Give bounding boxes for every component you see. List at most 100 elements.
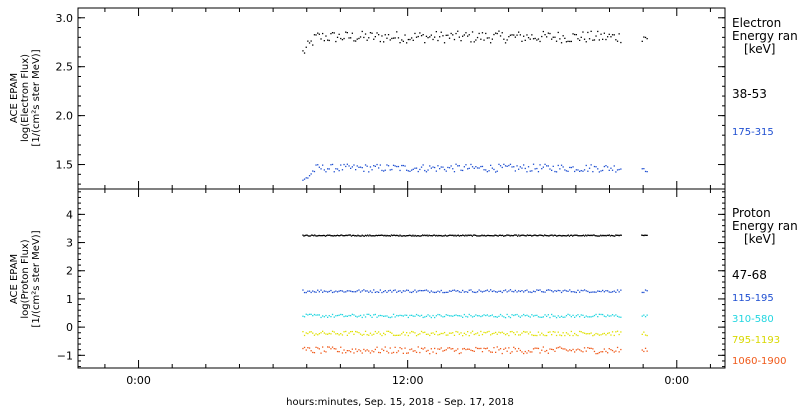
proton-series-3-point: [457, 315, 459, 317]
proton-series-2-point: [430, 290, 432, 292]
proton-series-5-point: [478, 347, 480, 350]
proton-series-5-point: [643, 350, 645, 353]
proton-series-1-point: [468, 234, 470, 237]
electron-series-2-point: [371, 169, 373, 171]
proton-series-4-point: [531, 334, 533, 336]
electron-series-2-point: [593, 165, 596, 168]
proton-series-5-point: [605, 350, 607, 353]
proton-series-2-point: [531, 291, 533, 294]
proton-series-5-point: [549, 348, 551, 350]
proton-series-2-point: [391, 291, 393, 293]
proton-series-1-point: [395, 235, 397, 237]
electron-series-1-point: [579, 39, 581, 41]
proton-series-5-point: [569, 349, 571, 351]
proton-series-3-point: [481, 315, 484, 317]
electron-series-1-point: [602, 38, 604, 40]
electron-series-2-point: [499, 165, 502, 167]
proton-series-4-point: [527, 333, 530, 335]
proton-series-3-point: [536, 314, 538, 316]
electron-series-1-point: [379, 40, 381, 43]
proton-series-4-point: [435, 330, 437, 333]
proton-series-3-point: [546, 315, 548, 317]
electron-series-2-point: [328, 168, 330, 170]
proton-series-4-point: [397, 334, 400, 336]
electron-series-1-point: [618, 33, 620, 35]
proton-series-3-point: [361, 316, 363, 319]
proton-series-4-point: [560, 334, 563, 337]
electron-series-1-point: [445, 34, 447, 36]
proton-series-5-point: [401, 348, 403, 350]
proton-series-4-point: [346, 334, 348, 336]
proton-series-1-point: [450, 234, 452, 236]
electron-series-1-point: [391, 37, 393, 40]
proton-series-4-point: [583, 332, 586, 334]
proton-series-1-point: [544, 234, 546, 236]
electron-series-2-point: [481, 165, 484, 168]
proton-series-5-point: [470, 349, 472, 351]
proton-series-1-point: [493, 235, 495, 237]
proton-series-2-point: [537, 289, 540, 291]
proton-series-1-point: [327, 234, 329, 236]
proton-series-4-point: [559, 334, 561, 336]
proton-series-5-point: [559, 346, 561, 348]
proton-series-4-point: [434, 333, 436, 335]
proton-series-5-point: [430, 348, 432, 350]
proton-series-4-point: [308, 331, 311, 333]
x-tick-label: 0:00: [126, 374, 151, 387]
proton-series-3-point: [531, 314, 533, 316]
proton-series-5-point: [338, 351, 340, 353]
proton-series-2-point: [322, 291, 324, 293]
proton-series-3-point: [615, 314, 617, 316]
proton-series-3-point: [508, 315, 510, 318]
electron-series-1-point: [394, 37, 396, 39]
proton-series-5-point: [434, 347, 436, 350]
electron-series-2-point: [320, 168, 322, 170]
electron-series-2-point: [397, 165, 400, 168]
proton-series-2-point: [475, 291, 477, 294]
electron-series-1-point: [323, 40, 325, 42]
electron-series-2-point: [363, 170, 365, 172]
electron-series-2-point: [307, 177, 309, 179]
proton-series-2-point: [343, 291, 345, 293]
proton-series-5-point: [384, 346, 386, 348]
proton-series-3-point: [587, 316, 589, 318]
proton-series-5-point: [587, 347, 589, 349]
proton-series-5-point: [562, 348, 564, 350]
electron-series-1-point: [318, 33, 320, 35]
proton-series-1-point: [348, 234, 350, 236]
proton-series-1-point: [405, 235, 408, 237]
electron-series-1-point: [555, 40, 558, 42]
proton-series-4-point: [564, 334, 566, 337]
proton-series-2-point: [401, 291, 403, 294]
proton-series-5-point: [302, 347, 304, 350]
proton-series-4-point: [323, 332, 325, 334]
proton-series-1-point: [528, 234, 531, 236]
proton-series-1-point: [548, 235, 550, 237]
proton-series-1-point: [459, 234, 462, 237]
proton-series-1-point: [482, 235, 484, 237]
electron-series-2-point: [394, 165, 396, 167]
proton-series-4-point: [595, 332, 597, 335]
proton-series-1-point: [523, 234, 525, 237]
proton-series-5-point: [488, 350, 490, 352]
electron-series-2-point: [323, 169, 325, 171]
electron-series-1-point: [457, 30, 459, 32]
proton-series-1-point: [397, 234, 399, 237]
proton-series-1-point: [388, 235, 390, 237]
electron-y-tick-label: 3.0: [56, 12, 74, 25]
proton-series-3-point: [430, 316, 432, 319]
electron-series-2-point: [493, 168, 495, 171]
electron-series-1-point: [430, 34, 432, 36]
electron-series-1-point: [340, 37, 342, 40]
proton-series-5-point: [537, 347, 540, 350]
proton-series-1-point: [545, 234, 547, 237]
proton-series-1-point: [406, 235, 409, 237]
proton-series-2-point: [351, 291, 353, 293]
proton-series-5-point: [378, 351, 380, 354]
proton-series-1-point: [498, 234, 500, 236]
proton-series-2-point: [471, 291, 474, 293]
proton-series-2-point: [345, 291, 347, 293]
electron-series-1-point: [313, 34, 316, 36]
proton-series-2-point: [394, 289, 396, 291]
proton-series-4-point: [358, 332, 360, 334]
